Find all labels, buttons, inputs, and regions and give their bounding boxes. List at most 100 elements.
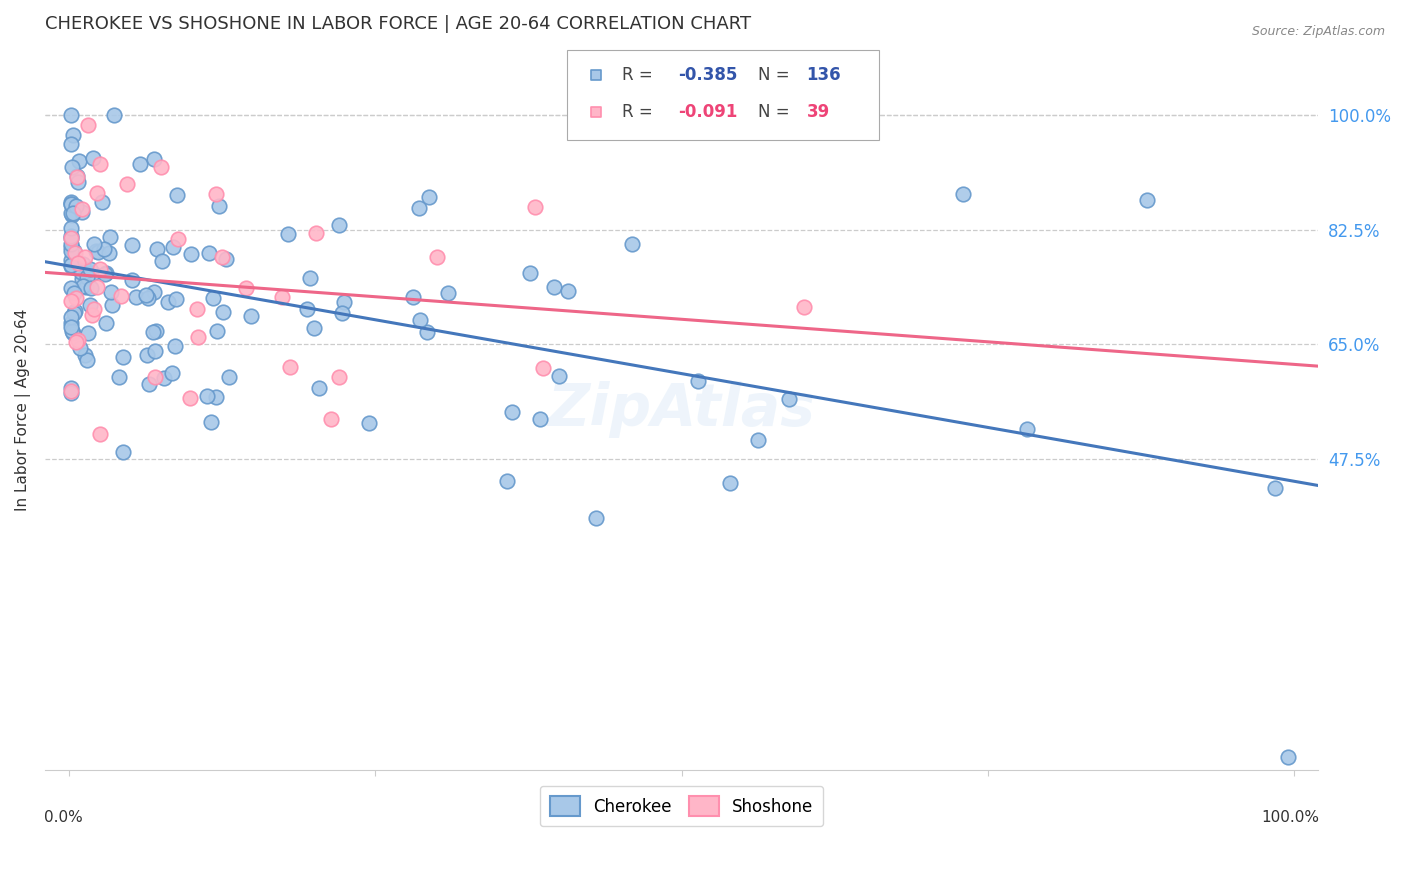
- Point: [60, 244, 83, 259]
- Point: [82, 267, 104, 281]
- Point: [59, 137, 82, 152]
- Point: [328, 218, 350, 232]
- Point: [548, 368, 571, 383]
- Point: [59, 381, 82, 395]
- Point: [59, 231, 82, 245]
- Point: [186, 302, 208, 317]
- Point: [76, 270, 98, 285]
- Point: [143, 344, 166, 359]
- Text: N =: N =: [758, 103, 794, 121]
- Point: [519, 266, 541, 280]
- Point: [416, 325, 439, 339]
- Point: [93, 242, 115, 256]
- Point: [328, 370, 350, 384]
- Point: [77, 326, 100, 340]
- Point: [89, 427, 111, 442]
- Point: [165, 293, 187, 307]
- Point: [73, 250, 96, 264]
- Point: [59, 236, 82, 251]
- Point: [793, 300, 815, 314]
- Point: [60, 384, 83, 399]
- Point: [408, 202, 430, 216]
- Point: [121, 273, 143, 287]
- Point: [89, 262, 111, 277]
- Text: 100.0%: 100.0%: [1261, 810, 1320, 824]
- Point: [418, 190, 440, 204]
- Text: R =: R =: [621, 66, 658, 84]
- Point: [115, 177, 138, 191]
- Point: [218, 370, 240, 384]
- Point: [187, 330, 209, 344]
- Point: [167, 232, 190, 246]
- Point: [166, 188, 188, 202]
- Point: [531, 360, 554, 375]
- Point: [79, 267, 101, 281]
- Point: [59, 196, 82, 211]
- Point: [426, 250, 449, 264]
- Point: [89, 157, 111, 171]
- Point: [59, 194, 82, 209]
- Point: [543, 280, 565, 294]
- Point: [72, 257, 94, 271]
- Point: [718, 476, 741, 491]
- Point: [76, 280, 98, 294]
- Point: [952, 186, 974, 201]
- Point: [86, 280, 108, 294]
- Point: [59, 221, 82, 235]
- Point: [135, 288, 157, 302]
- Point: [143, 370, 166, 384]
- Point: [70, 202, 93, 216]
- Point: [76, 118, 98, 132]
- Point: [59, 253, 82, 268]
- Point: [66, 334, 89, 348]
- Point: [69, 341, 91, 355]
- Point: [357, 416, 380, 430]
- Point: [1277, 750, 1299, 764]
- Point: [76, 353, 98, 368]
- Point: [72, 272, 94, 286]
- Point: [79, 298, 101, 312]
- Point: [152, 254, 174, 268]
- Point: [239, 309, 262, 323]
- Text: Source: ZipAtlas.com: Source: ZipAtlas.com: [1251, 25, 1385, 38]
- Point: [59, 206, 82, 220]
- Point: [299, 271, 322, 285]
- Point: [145, 324, 167, 338]
- Point: [59, 319, 82, 334]
- Point: [87, 245, 110, 260]
- Point: [59, 229, 82, 244]
- Point: [621, 236, 644, 251]
- Point: [100, 285, 122, 300]
- Point: [201, 291, 224, 305]
- Point: [195, 389, 218, 403]
- Point: [60, 160, 83, 174]
- Point: [136, 348, 159, 362]
- Point: [747, 433, 769, 447]
- Point: [297, 302, 319, 317]
- Point: [66, 169, 89, 184]
- Point: [84, 244, 107, 258]
- Point: [63, 303, 86, 318]
- Point: [63, 244, 86, 258]
- FancyBboxPatch shape: [567, 50, 879, 140]
- Point: [97, 246, 120, 260]
- Point: [73, 348, 96, 362]
- Point: [319, 412, 342, 426]
- Point: [67, 175, 90, 189]
- Point: [65, 245, 87, 260]
- Point: [59, 281, 82, 295]
- Point: [146, 242, 169, 256]
- Point: [93, 267, 115, 281]
- Point: [103, 108, 125, 122]
- Point: [83, 302, 105, 317]
- Point: [270, 290, 292, 304]
- Point: [211, 250, 233, 264]
- Point: [94, 266, 117, 280]
- Point: [588, 165, 610, 179]
- Text: 136: 136: [807, 66, 841, 84]
- Point: [330, 306, 353, 320]
- Point: [409, 313, 432, 327]
- Point: [100, 230, 122, 244]
- Point: [59, 259, 82, 273]
- Point: [149, 160, 172, 174]
